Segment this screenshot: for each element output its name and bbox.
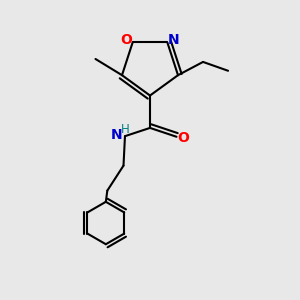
Text: H: H	[121, 123, 129, 136]
Text: O: O	[177, 131, 189, 145]
Text: N: N	[168, 33, 180, 47]
Text: N: N	[111, 128, 122, 142]
Text: O: O	[120, 33, 132, 47]
